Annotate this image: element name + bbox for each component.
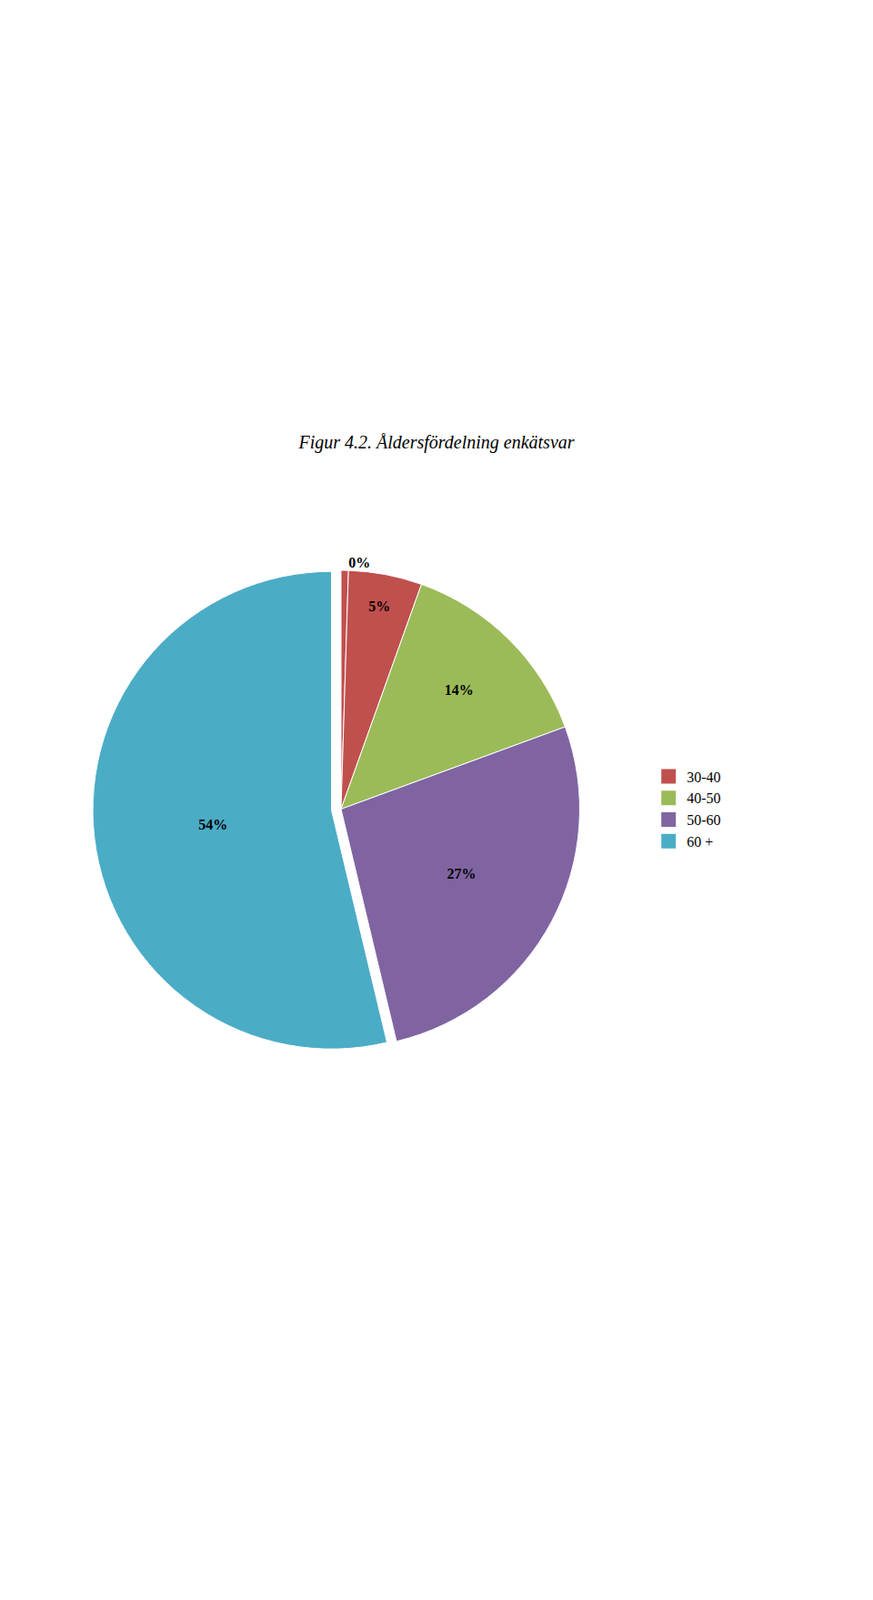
svg-text:14%: 14% (444, 682, 474, 698)
svg-text:27%: 27% (446, 865, 476, 882)
svg-text:5%: 5% (368, 598, 391, 614)
svg-text:54%: 54% (198, 816, 228, 833)
svg-text:40-50: 40-50 (686, 790, 721, 806)
svg-text:30-40: 30-40 (686, 769, 721, 785)
svg-text:60 +: 60 + (686, 833, 713, 850)
svg-text:50-60: 50-60 (686, 812, 721, 828)
svg-text:Figur 4.2. Åldersfördelning en: Figur 4.2. Åldersfördelning enkätsvar (297, 431, 574, 453)
svg-text:0%: 0% (348, 554, 371, 571)
